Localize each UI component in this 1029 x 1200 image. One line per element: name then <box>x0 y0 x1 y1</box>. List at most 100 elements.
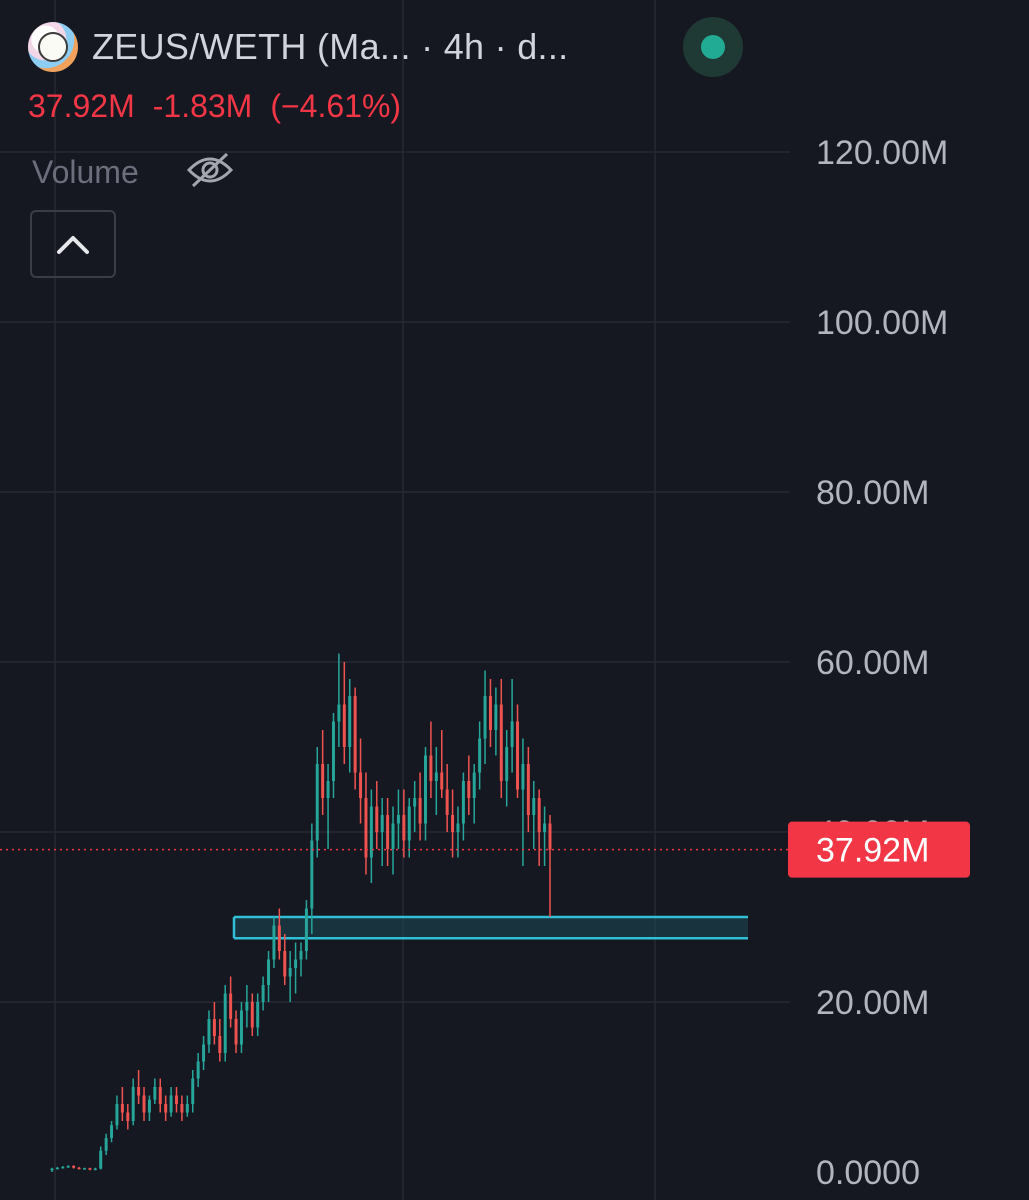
candle-body <box>499 704 503 781</box>
candle-body <box>380 815 384 832</box>
candle <box>418 772 422 841</box>
candle-body <box>456 823 460 832</box>
candle <box>510 679 514 773</box>
candle-body <box>516 721 520 790</box>
candle <box>147 1095 151 1121</box>
candle <box>110 1121 114 1143</box>
candle-body <box>50 1168 54 1171</box>
candle-body <box>483 696 487 739</box>
volume-indicator: Volume <box>32 150 235 195</box>
candle <box>548 815 552 917</box>
candle <box>131 1078 135 1126</box>
candle-body <box>391 823 395 849</box>
candle <box>180 1095 184 1121</box>
candle <box>310 823 314 934</box>
candle-body <box>294 959 298 968</box>
candle <box>185 1095 189 1117</box>
candle <box>472 764 476 824</box>
candle-body <box>429 755 433 781</box>
candle-body <box>494 704 498 730</box>
symbol-title[interactable]: ZEUS/WETH (Ma... · 4h · d... <box>92 26 569 67</box>
candle <box>337 653 341 747</box>
candle-body <box>396 815 400 824</box>
candle-body <box>142 1095 146 1113</box>
candle-body <box>120 1104 124 1113</box>
candle-body <box>82 1168 86 1170</box>
candle <box>359 738 363 824</box>
candle-body <box>532 798 536 815</box>
market-status-icon[interactable] <box>683 17 743 77</box>
last-price-badge <box>788 821 970 878</box>
candle <box>115 1095 119 1130</box>
candle-body <box>467 781 471 798</box>
candle-body <box>337 704 341 722</box>
candle-body <box>288 968 292 977</box>
candle-body <box>158 1087 162 1104</box>
candle <box>158 1078 162 1113</box>
candle <box>239 1002 243 1053</box>
candle <box>82 1167 86 1170</box>
eye-off-icon[interactable] <box>185 150 235 195</box>
candle-body <box>272 925 276 960</box>
candle <box>153 1078 157 1104</box>
candle-body <box>229 993 233 1019</box>
candle <box>234 1010 238 1053</box>
candle-body <box>212 1019 216 1036</box>
candle <box>526 747 530 832</box>
candle-body <box>342 704 346 747</box>
candle <box>342 662 346 764</box>
candle <box>88 1167 92 1171</box>
candle-body <box>104 1138 108 1151</box>
candle-body <box>261 985 265 1002</box>
candle-body <box>413 798 417 807</box>
candle-body <box>445 789 449 815</box>
candle-body <box>61 1166 65 1169</box>
candle <box>386 798 390 866</box>
candle <box>413 781 417 832</box>
candle <box>207 1010 211 1053</box>
candle-body <box>348 696 352 747</box>
candle-body <box>299 951 303 960</box>
candle-body <box>175 1095 178 1104</box>
candle-body <box>488 696 492 730</box>
candle <box>294 942 298 994</box>
candle-body <box>521 764 525 790</box>
candle <box>223 985 227 1062</box>
candle-body <box>137 1087 141 1096</box>
candle-body <box>386 815 390 849</box>
support-zone-fill <box>234 917 748 939</box>
candle-body <box>359 772 363 798</box>
candle-body <box>526 764 530 815</box>
candle-body <box>315 764 319 841</box>
candle <box>61 1166 65 1169</box>
candle-body <box>277 925 281 951</box>
candle-body <box>185 1104 189 1113</box>
candle <box>196 1053 200 1087</box>
candle-body <box>369 806 373 858</box>
candle-body <box>218 1036 222 1053</box>
chevron-up-icon <box>57 236 89 254</box>
candle <box>272 917 276 968</box>
candle <box>277 908 281 960</box>
token-avatar-icon[interactable] <box>28 22 78 72</box>
collapse-button[interactable] <box>30 210 116 278</box>
candle <box>532 781 536 849</box>
candle-body <box>304 908 308 951</box>
candle <box>461 772 465 841</box>
candle <box>72 1165 76 1169</box>
candle-body <box>440 772 444 790</box>
candle-body <box>66 1166 70 1168</box>
candle <box>250 993 254 1036</box>
y-axis: 0.000020.00M40.00M60.00M80.00M100.00M120… <box>788 134 970 1192</box>
candle <box>99 1146 103 1170</box>
candle-body <box>326 781 330 798</box>
candle-body <box>510 721 514 747</box>
candle-body <box>472 772 476 798</box>
candle <box>299 942 303 977</box>
candle <box>126 1104 130 1130</box>
candle-body <box>147 1099 151 1113</box>
change-percent: (−4.61%) <box>270 88 402 124</box>
candle <box>283 934 287 985</box>
change-value: -1.83M <box>152 88 253 124</box>
